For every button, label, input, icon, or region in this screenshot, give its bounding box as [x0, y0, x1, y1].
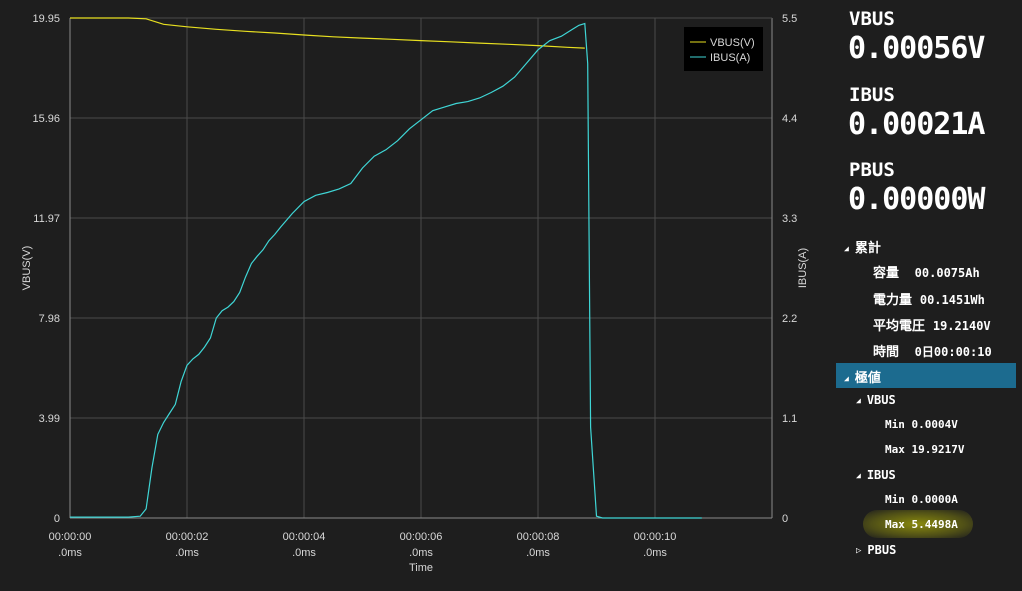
x-tick-sublabel: .0ms [292, 547, 316, 559]
x-axis-label: Time [409, 562, 433, 574]
y-tick-left: 7.98 [39, 313, 60, 325]
capacity-label: 容量 [873, 266, 900, 281]
avg-voltage-label: 平均電圧 [873, 319, 926, 334]
line-chart: 0 0 3.99 1.1 7.98 2.2 11.97 3.3 15.96 4.4 19.95 5.5… [21, 13, 809, 574]
expanded-triangle-icon: ◢ [844, 244, 849, 253]
expanded-triangle-icon: ◢ [844, 374, 849, 383]
y-axis-right-label: IBUS(A) [797, 248, 809, 288]
ibus-series-line [70, 22, 702, 519]
y-axis-left-label: VBUS(V) [21, 246, 33, 291]
y-tick-right: 5.5 [782, 13, 797, 25]
x-tick-sublabel: .0ms [409, 547, 433, 559]
y-tick-left: 15.96 [32, 113, 60, 125]
selected-row-highlight [836, 363, 1016, 388]
y-tick-left: 3.99 [39, 413, 60, 425]
tree-node-vbus[interactable]: ◢ VBUS [856, 393, 896, 407]
axis-ticks: 0 0 3.99 1.1 7.98 2.2 11.97 3.3 15.96 4.4 19.95 5.5… [32, 13, 797, 559]
energy-label: 電力量 [873, 293, 913, 308]
avg-voltage-value: 19.2140V [932, 319, 991, 333]
time-row: 時間 0日00:00:10 [873, 341, 992, 360]
expanded-triangle-icon: ◢ [856, 396, 861, 405]
x-tick-sublabel: .0ms [643, 547, 667, 559]
vbus-min: Min 0.0004V [885, 418, 958, 431]
extremes-pbus-title: PBUS [867, 543, 897, 557]
y-tick-left: 0 [54, 513, 60, 525]
capacity-row: 容量 00.0075Ah [873, 262, 980, 281]
x-tick-label: 00:00:02 [166, 531, 209, 543]
vbus-value: 0.00056V [848, 31, 985, 66]
legend-ibus: IBUS(A) [710, 52, 750, 64]
readout-panel: VBUS 0.00056V IBUS 0.00021A PBUS 0.00000… [836, 0, 1022, 591]
legend: VBUS(V) IBUS(A) [684, 27, 763, 71]
tree-node-ibus[interactable]: ◢ IBUS [856, 468, 896, 482]
y-tick-right: 3.3 [782, 213, 797, 225]
grid-lines [69, 17, 773, 519]
pbus-title: PBUS [849, 159, 895, 181]
capacity-value: 00.0075Ah [914, 266, 980, 280]
time-value: 0日00:00:10 [914, 345, 992, 359]
x-tick-label: 00:00:06 [400, 531, 443, 543]
ibus-title: IBUS [849, 84, 895, 106]
y-tick-left: 19.95 [32, 13, 60, 25]
vbus-title: VBUS [849, 8, 895, 30]
pbus-value: 0.00000W [848, 182, 985, 217]
x-tick-label: 00:00:00 [49, 531, 92, 543]
x-tick-sublabel: .0ms [175, 547, 199, 559]
ibus-min: Min 0.0000A [885, 493, 958, 506]
tree-node-extremes[interactable]: ◢ 極値 [844, 367, 881, 386]
vbus-max: Max 19.9217V [885, 443, 965, 456]
extremes-title: 極値 [854, 371, 881, 386]
time-label: 時間 [873, 345, 900, 360]
ibus-value: 0.00021A [848, 107, 985, 142]
y-tick-right: 1.1 [782, 413, 797, 425]
energy-value: 00.1451Wh [919, 293, 985, 307]
legend-vbus: VBUS(V) [710, 37, 755, 49]
collapsed-triangle-icon: ▷ [856, 546, 862, 556]
avg-voltage-row: 平均電圧 19.2140V [873, 315, 991, 334]
x-tick-sublabel: .0ms [58, 547, 82, 559]
cumulative-title: 累計 [854, 241, 881, 256]
series-lines [70, 17, 702, 519]
x-tick-sublabel: .0ms [526, 547, 550, 559]
y-tick-right: 2.2 [782, 313, 797, 325]
x-tick-label: 00:00:08 [517, 531, 560, 543]
highlight-annotation [863, 510, 973, 538]
energy-row: 電力量 00.1451Wh [873, 289, 985, 308]
tree-node-cumulative[interactable]: ◢ 累計 [844, 237, 881, 256]
tree-node-pbus[interactable]: ▷ PBUS [856, 543, 896, 557]
x-tick-label: 00:00:10 [634, 531, 677, 543]
extremes-vbus-title: VBUS [866, 393, 896, 407]
vbus-series-line [70, 17, 585, 49]
ibus-max: Max 5.4498A [885, 518, 958, 531]
x-tick-label: 00:00:04 [283, 531, 326, 543]
y-tick-right: 0 [782, 513, 788, 525]
expanded-triangle-icon: ◢ [856, 471, 861, 480]
extremes-ibus-title: IBUS [866, 468, 896, 482]
y-tick-right: 4.4 [782, 113, 797, 125]
y-tick-left: 11.97 [33, 213, 60, 225]
